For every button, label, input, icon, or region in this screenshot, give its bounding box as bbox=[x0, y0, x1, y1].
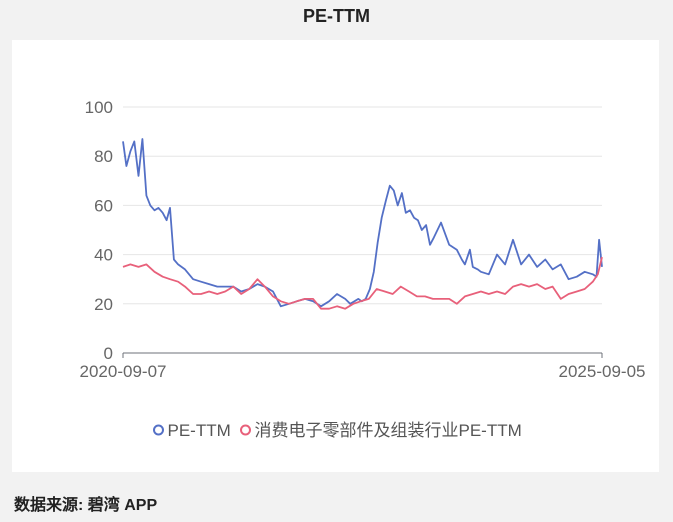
industry-pe-ttm-series-line bbox=[122, 256, 603, 310]
legend[interactable]: PE-TTM 消费电子零部件及组装行业PE-TTM bbox=[153, 421, 522, 440]
pe-ttm-chart: 0 20 40 60 80 100 2020-09-07 2025-09-05 PE-TTM 消… bbox=[80, 98, 646, 440]
grid-lines bbox=[123, 106, 602, 305]
y-tick-label: 0 bbox=[104, 344, 113, 363]
axes: 0 20 40 60 80 100 2020-09-07 2025-09-05 bbox=[80, 98, 646, 381]
legend-item-pe-ttm[interactable]: PE-TTM bbox=[153, 421, 231, 440]
legend-label: PE-TTM bbox=[168, 421, 231, 440]
data-source-label: 数据来源: 碧湾 APP bbox=[14, 497, 158, 514]
legend-label: 消费电子零部件及组装行业PE-TTM bbox=[255, 421, 522, 440]
page-title: PE-TTM bbox=[303, 6, 370, 26]
y-tick-label: 40 bbox=[94, 246, 113, 265]
y-tick-label: 60 bbox=[94, 196, 113, 215]
legend-marker-icon bbox=[240, 424, 251, 436]
y-tick-label: 80 bbox=[94, 147, 113, 166]
y-tick-label: 20 bbox=[94, 295, 113, 314]
legend-item-industry-pe-ttm[interactable]: 消费电子零部件及组装行业PE-TTM bbox=[240, 421, 522, 440]
x-tick-label: 2025-09-05 bbox=[559, 362, 646, 381]
x-tick-label: 2020-09-07 bbox=[80, 362, 167, 381]
y-tick-label: 100 bbox=[85, 98, 113, 117]
legend-marker-icon bbox=[153, 424, 164, 436]
chart-card: 0 20 40 60 80 100 2020-09-07 2025-09-05 PE-TTM 消… bbox=[12, 40, 659, 472]
series-lines bbox=[122, 138, 603, 310]
pe-ttm-series-line bbox=[122, 138, 603, 308]
